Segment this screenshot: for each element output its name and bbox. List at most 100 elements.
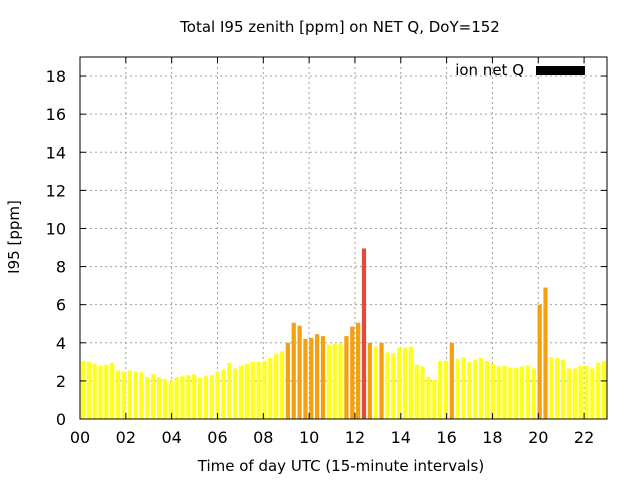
bar: [104, 364, 109, 419]
legend-swatch: [536, 66, 585, 75]
bar: [326, 344, 331, 419]
x-tick-label: 04: [161, 428, 181, 447]
bar: [315, 334, 320, 419]
bar: [566, 368, 572, 419]
bar: [268, 358, 273, 419]
x-tick-label: 00: [70, 428, 90, 447]
bar: [98, 365, 103, 419]
bar: [443, 360, 449, 419]
x-tick-label: 20: [528, 428, 548, 447]
bar: [291, 322, 296, 419]
bar: [168, 380, 173, 419]
bar: [514, 367, 519, 419]
bar: [373, 346, 378, 419]
x-tick-label: 10: [299, 428, 319, 447]
bar: [203, 376, 209, 419]
y-tick-label: 4: [56, 334, 66, 353]
bar: [320, 336, 326, 419]
y-tick-label: 14: [46, 143, 66, 162]
y-tick-label: 10: [46, 219, 66, 238]
bar: [531, 368, 536, 419]
bar: [397, 347, 402, 419]
legend-label: ion net Q: [455, 61, 524, 79]
bar: [549, 357, 554, 419]
x-tick-label: 02: [116, 428, 136, 447]
bar: [473, 359, 478, 419]
bar: [379, 342, 384, 419]
x-tick-label: 08: [253, 428, 273, 447]
bar: [110, 362, 115, 419]
bar: [180, 376, 185, 419]
bar: [256, 361, 261, 419]
bar: [496, 366, 501, 419]
bar: [525, 365, 531, 419]
bar: [238, 365, 244, 419]
bar: [414, 364, 419, 419]
chart-title: Total I95 zenith [ppm] on NET Q, DoY=152: [179, 18, 500, 36]
bar: [332, 343, 337, 419]
bar: [215, 371, 220, 419]
y-tick-label: 0: [56, 410, 66, 429]
bar: [572, 368, 577, 419]
bar: [490, 363, 495, 419]
bar: [80, 360, 86, 419]
y-tick-label: 18: [46, 67, 66, 86]
bar: [162, 378, 168, 419]
x-tick-label: 18: [482, 428, 502, 447]
bar: [127, 370, 132, 419]
y-tick-label: 12: [46, 181, 66, 200]
bar: [432, 379, 437, 419]
bar: [426, 377, 431, 419]
bar: [156, 377, 162, 419]
bar: [285, 342, 290, 419]
bar: [467, 361, 472, 419]
bar: [186, 375, 191, 419]
y-axis-label: I95 [ppm]: [5, 200, 23, 274]
bar: [455, 358, 460, 419]
bar: [519, 366, 525, 419]
bar: [461, 357, 466, 419]
bar: [356, 322, 361, 419]
bar: [274, 354, 279, 419]
bar: [555, 358, 560, 419]
bar: [309, 338, 314, 419]
bar: [420, 366, 425, 419]
bar: [402, 347, 408, 419]
bar: [209, 375, 214, 419]
x-tick-label: 16: [436, 428, 456, 447]
y-tick-label: 16: [46, 105, 66, 124]
bar: [344, 336, 349, 419]
bar: [601, 360, 607, 419]
bar: [479, 358, 484, 419]
bar: [560, 359, 566, 419]
bar: [438, 360, 443, 419]
bar: [221, 369, 226, 419]
bar: [543, 287, 548, 419]
x-tick-label: 12: [345, 428, 365, 447]
bar: [86, 361, 91, 419]
x-axis-label: Time of day UTC (15-minute intervals): [197, 457, 484, 475]
bar: [408, 346, 413, 419]
bar: [449, 342, 454, 419]
bar: [484, 360, 490, 419]
bar: [508, 367, 513, 419]
bar: [297, 325, 302, 419]
legend: ion net Q: [455, 61, 585, 79]
bar: [391, 353, 396, 419]
bar: [151, 374, 156, 419]
bar: [385, 352, 390, 419]
x-tick-label: 22: [574, 428, 594, 447]
bar: [197, 378, 203, 419]
bar: [590, 368, 595, 419]
bar: [502, 365, 507, 419]
grid-layer: [80, 57, 607, 419]
bar: [133, 371, 138, 419]
bar: [279, 351, 285, 419]
bar: [244, 363, 249, 419]
bar: [367, 342, 372, 419]
y-tick-label: 2: [56, 372, 66, 391]
bar: [578, 365, 583, 419]
